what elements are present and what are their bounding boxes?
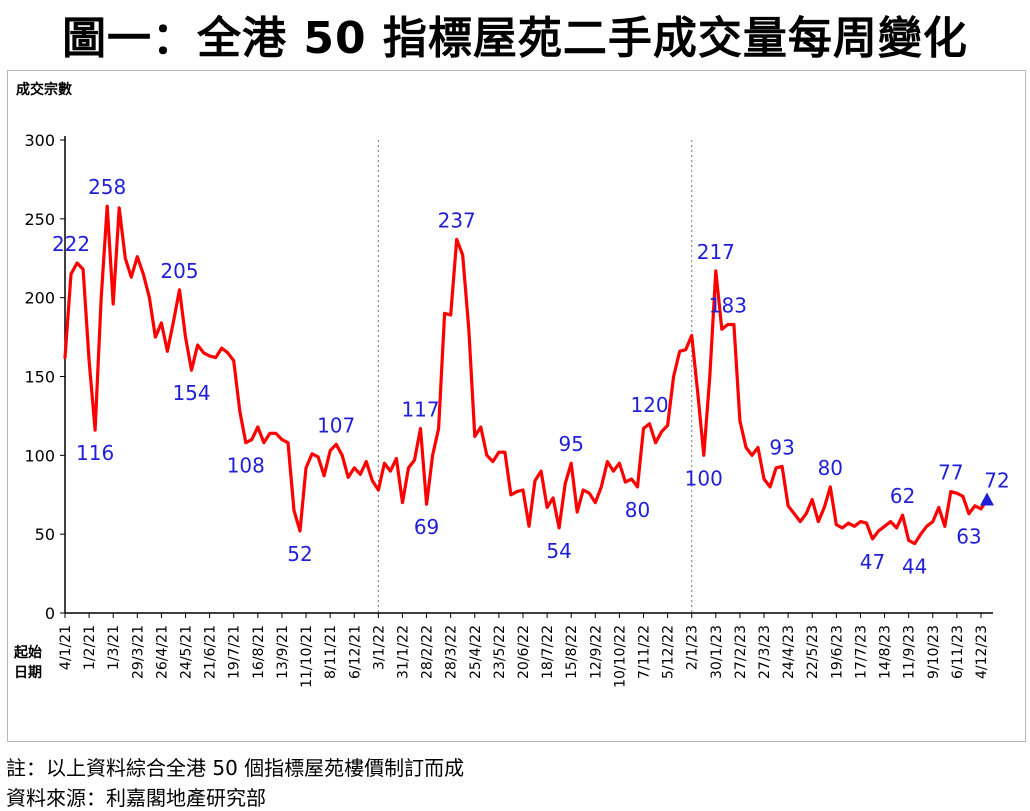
x-tick-label: 31/1/22 bbox=[395, 625, 411, 679]
series-line bbox=[63, 204, 989, 546]
x-tick-label: 13/9/21 bbox=[275, 625, 291, 679]
data-label: 154 bbox=[172, 381, 210, 405]
x-tick-label: 1/2/21 bbox=[82, 625, 98, 670]
y-tick-label: 200 bbox=[24, 289, 55, 308]
data-label: 62 bbox=[890, 484, 915, 508]
x-tick-label: 14/8/23 bbox=[878, 625, 894, 679]
x-tick-label: 16/8/21 bbox=[251, 625, 267, 679]
x-tick-label: 28/2/22 bbox=[420, 625, 436, 679]
x-tick-label: 6/11/23 bbox=[950, 625, 966, 679]
x-tick-label: 22/5/23 bbox=[805, 625, 821, 679]
footnote-source: 資料來源：利嘉閣地產研究部 bbox=[6, 786, 266, 810]
x-tick-label: 18/7/22 bbox=[540, 625, 556, 679]
x-tick-label: 23/5/22 bbox=[492, 625, 508, 679]
data-label: 116 bbox=[76, 441, 114, 465]
x-tick-label: 27/2/23 bbox=[733, 625, 749, 679]
x-tick-label: 1/3/21 bbox=[106, 625, 122, 670]
data-label: 222 bbox=[52, 232, 90, 256]
data-label: 63 bbox=[956, 525, 981, 549]
data-label: 95 bbox=[558, 432, 583, 456]
x-tick-label: 20/6/22 bbox=[516, 625, 532, 679]
data-label: 93 bbox=[769, 435, 794, 459]
x-tick-label: 24/5/21 bbox=[179, 625, 195, 679]
data-label: 108 bbox=[227, 454, 265, 478]
x-axis-label: 起始日期 bbox=[13, 644, 42, 681]
latest-point-marker bbox=[980, 492, 994, 506]
data-label: 183 bbox=[709, 293, 747, 317]
data-label: 100 bbox=[685, 466, 723, 490]
x-tick-label: 30/1/23 bbox=[709, 625, 725, 679]
x-tick-label: 6/12/21 bbox=[347, 625, 363, 679]
x-tick-label: 11/10/21 bbox=[299, 625, 315, 688]
data-label: 47 bbox=[860, 550, 885, 574]
y-tick-label: 50 bbox=[35, 525, 55, 544]
x-tick-label: 10/10/22 bbox=[612, 625, 628, 688]
y-tick-label: 250 bbox=[24, 210, 55, 229]
data-label: 258 bbox=[88, 175, 126, 199]
series-weekly-volume bbox=[63, 204, 989, 546]
data-label: 120 bbox=[630, 393, 668, 417]
axes bbox=[64, 136, 993, 614]
data-label: 54 bbox=[546, 539, 571, 563]
x-tick-label: 5/12/22 bbox=[661, 625, 677, 679]
x-tick-label: 25/4/22 bbox=[468, 625, 484, 679]
chart-frame bbox=[7, 70, 1026, 742]
data-label: 69 bbox=[414, 515, 439, 539]
x-tick-label: 19/7/21 bbox=[227, 625, 243, 679]
data-label: 44 bbox=[902, 555, 927, 579]
x-tick-label: 11/9/23 bbox=[902, 625, 918, 679]
point-labels: 222 116 258 205 154 108 52 107 117 69 237 54 95 80 120… bbox=[52, 175, 1010, 578]
x-tick-label: 2/1/23 bbox=[685, 625, 701, 670]
y-axis-label: 成交宗數 bbox=[16, 81, 72, 98]
latest-point-triangle bbox=[980, 492, 994, 506]
x-tick-label: 4/12/23 bbox=[974, 625, 990, 679]
data-label: 72 bbox=[984, 468, 1009, 492]
footnote-note: 註：以上資料綜合全港 50 個指標屋苑樓價制訂而成 bbox=[6, 756, 465, 780]
y-axis-ticks: 0 50 100 150 200 250 300 bbox=[24, 131, 65, 623]
x-tick-label: 28/3/22 bbox=[444, 625, 460, 679]
data-label: 80 bbox=[625, 498, 650, 522]
x-tick-label: 21/6/21 bbox=[203, 625, 219, 679]
y-tick-label: 150 bbox=[24, 368, 55, 387]
x-tick-label: 12/9/22 bbox=[588, 625, 604, 679]
x-tick-label: 27/3/23 bbox=[757, 625, 773, 679]
data-label: 217 bbox=[697, 240, 735, 264]
x-tick-label: 7/11/22 bbox=[637, 625, 653, 679]
data-label: 107 bbox=[317, 413, 355, 437]
chart-title: 圖一：全港 50 指標屋苑二手成交量每周變化 bbox=[62, 13, 968, 64]
y-tick-label: 100 bbox=[24, 446, 55, 465]
x-tick-label: 19/6/23 bbox=[829, 625, 845, 679]
x-tick-label: 9/10/23 bbox=[926, 625, 942, 679]
data-label: 52 bbox=[287, 542, 312, 566]
data-label: 117 bbox=[401, 398, 439, 422]
x-axis-ticks: 4/1/21 1/2/21 1/3/21 29/3/21 26/4/21 24/5/21 2… bbox=[58, 613, 990, 688]
x-tick-label: 4/1/21 bbox=[58, 625, 74, 670]
y-tick-label: 0 bbox=[45, 604, 55, 623]
x-tick-label: 15/8/22 bbox=[564, 625, 580, 679]
data-label: 237 bbox=[438, 208, 476, 232]
x-tick-label: 17/7/23 bbox=[853, 625, 869, 679]
x-tick-label: 8/11/21 bbox=[323, 625, 339, 679]
data-label: 77 bbox=[938, 461, 963, 485]
data-label: 80 bbox=[818, 456, 843, 480]
x-tick-label: 24/4/23 bbox=[781, 625, 797, 679]
y-tick-label: 300 bbox=[24, 131, 55, 150]
year-dividers bbox=[377, 140, 693, 613]
x-tick-label: 26/4/21 bbox=[154, 625, 170, 679]
x-tick-label: 29/3/21 bbox=[130, 625, 146, 679]
data-label: 205 bbox=[160, 259, 198, 283]
x-tick-label: 3/1/22 bbox=[371, 625, 387, 670]
